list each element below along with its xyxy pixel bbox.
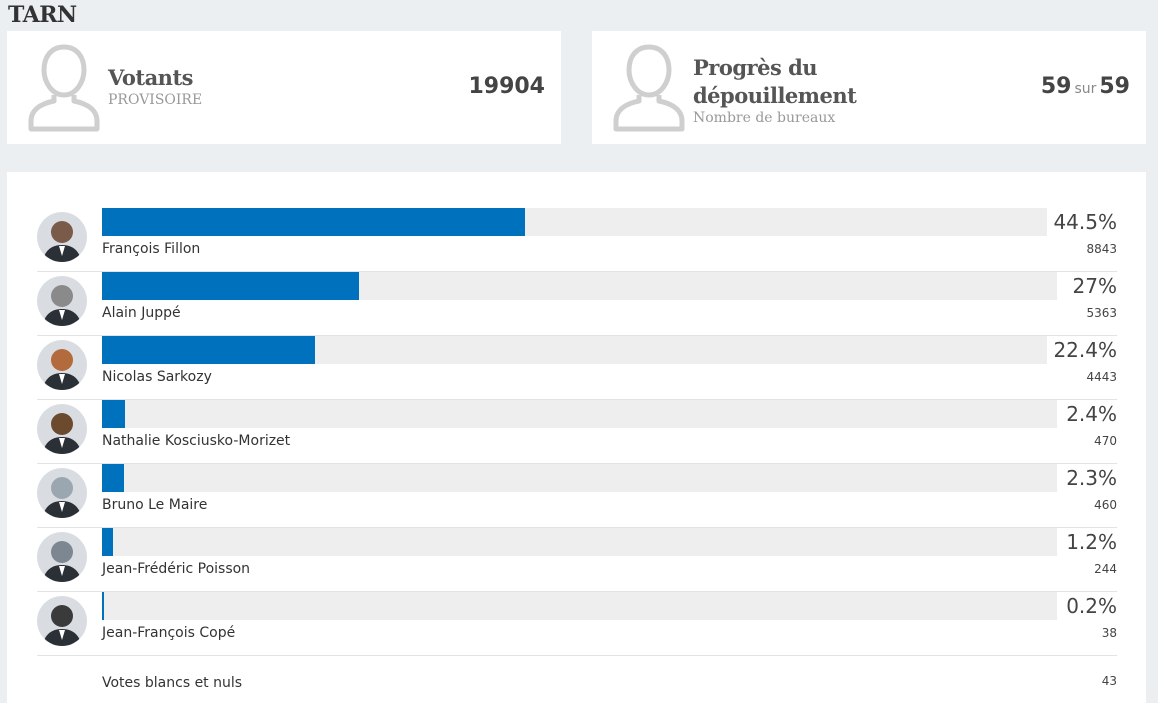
vote-percent: 2.4%: [1066, 402, 1117, 426]
candidate-name: François Fillon: [102, 241, 201, 257]
candidate-avatar: [37, 340, 87, 390]
region-title: TARN: [8, 2, 77, 28]
vote-count: 470: [1094, 434, 1117, 448]
candidate-row: 2.3% Bruno Le Maire 460: [37, 464, 1117, 528]
candidate-portrait-icon: [37, 276, 87, 326]
progress-sur: sur: [1074, 81, 1097, 97]
user-icon: [613, 44, 685, 132]
results-panel: 44.5% François Fillon 8843 27% Alain Jup…: [7, 172, 1146, 703]
progress-value: 59 sur 59: [1041, 74, 1130, 99]
vote-bar-fill: [102, 208, 526, 236]
vote-bar-track: [102, 208, 1047, 236]
candidate-name: Nathalie Kosciusko-Morizet: [102, 433, 291, 449]
candidate-row: 44.5% François Fillon 8843: [37, 208, 1117, 272]
candidate-row: 22.4% Nicolas Sarkozy 4443: [37, 336, 1117, 400]
vote-percent: 1.2%: [1066, 530, 1117, 554]
vote-bar-fill: [102, 464, 124, 492]
vote-bar-fill: [102, 592, 104, 620]
vote-count: 5363: [1086, 306, 1117, 320]
votants-card: Votants PROVISOIRE 19904: [7, 31, 561, 144]
progress-title-line2: dépouillement: [693, 83, 857, 108]
candidate-avatar: [37, 468, 87, 518]
candidate-portrait-icon: [37, 596, 87, 646]
candidate-name: Alain Juppé: [102, 305, 181, 321]
blank-votes-label: Votes blancs et nuls: [102, 675, 243, 691]
vote-bar-fill: [102, 272, 359, 300]
vote-bar-track: [102, 464, 1057, 492]
vote-percent: 2.3%: [1066, 466, 1117, 490]
vote-count: 8843: [1086, 242, 1117, 256]
vote-count: 460: [1094, 498, 1117, 512]
candidate-portrait-icon: [37, 404, 87, 454]
vote-count: 4443: [1086, 370, 1117, 384]
progress-subtitle: Nombre de bureaux: [693, 110, 836, 126]
vote-percent: 44.5%: [1053, 210, 1117, 234]
candidate-portrait-icon: [37, 212, 87, 262]
candidate-name: Bruno Le Maire: [102, 497, 208, 513]
candidate-avatar: [37, 532, 87, 582]
progress-card: Progrès du dépouillement Nombre de burea…: [592, 31, 1146, 144]
vote-bar-track: [102, 400, 1057, 428]
votants-title: Votants: [108, 65, 193, 90]
progress-total: 59: [1099, 74, 1130, 99]
vote-bar-track: [102, 336, 1047, 364]
user-icon: [28, 44, 100, 132]
candidate-portrait-icon: [37, 340, 87, 390]
vote-percent: 27%: [1072, 274, 1117, 298]
candidate-portrait-icon: [37, 532, 87, 582]
vote-bar-fill: [102, 400, 125, 428]
candidate-avatar: [37, 596, 87, 646]
vote-bar-track: [102, 528, 1057, 556]
vote-bar-track: [102, 592, 1057, 620]
votants-subtitle: PROVISOIRE: [108, 92, 203, 108]
progress-done: 59: [1040, 74, 1072, 99]
candidate-row: 27% Alain Juppé 5363: [37, 272, 1117, 336]
progress-title-line1: Progrès du: [693, 55, 818, 80]
vote-count: 38: [1101, 626, 1117, 640]
blank-votes-count: 43: [1101, 674, 1117, 688]
vote-percent: 0.2%: [1066, 594, 1117, 618]
vote-bar-fill: [102, 528, 114, 556]
candidate-name: Jean-François Copé: [102, 625, 236, 641]
votants-value: 19904: [468, 74, 545, 99]
candidate-avatar: [37, 404, 87, 454]
candidate-portrait-icon: [37, 468, 87, 518]
vote-bar-track: [102, 272, 1057, 300]
candidate-row: 0.2% Jean-François Copé 38: [37, 592, 1117, 656]
candidate-name: Jean-Frédéric Poisson: [102, 561, 251, 577]
candidate-avatar: [37, 212, 87, 262]
vote-bar-fill: [102, 336, 315, 364]
vote-percent: 22.4%: [1053, 338, 1117, 362]
candidate-name: Nicolas Sarkozy: [102, 369, 212, 385]
vote-count: 244: [1094, 562, 1117, 576]
candidate-avatar: [37, 276, 87, 326]
candidate-row: 2.4% Nathalie Kosciusko-Morizet 470: [37, 400, 1117, 464]
candidate-row: 1.2% Jean-Frédéric Poisson 244: [37, 528, 1117, 592]
